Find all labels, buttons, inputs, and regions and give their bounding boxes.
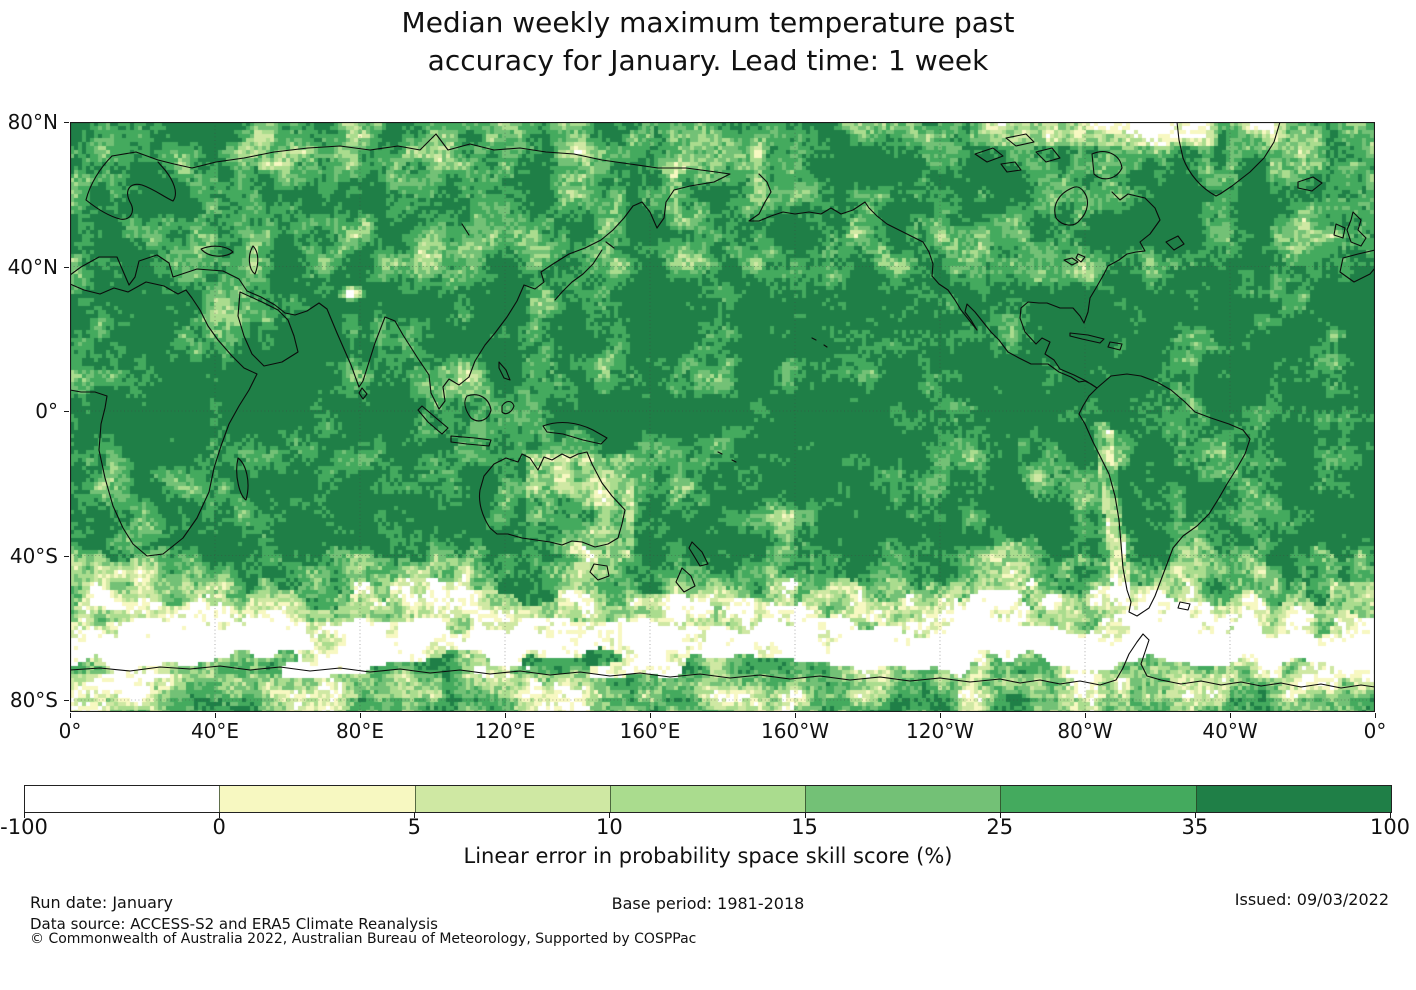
x-tick-mark bbox=[215, 713, 216, 718]
coastline-maritime-continent bbox=[417, 361, 608, 447]
colorbar-tick-mark bbox=[24, 812, 25, 818]
x-tick-label: 0° bbox=[58, 719, 82, 743]
coastline-japan bbox=[554, 241, 615, 301]
x-tick-mark bbox=[1085, 713, 1086, 718]
coastline-eurasia bbox=[70, 133, 731, 410]
colorbar-segment bbox=[609, 786, 806, 812]
footer-issued: Issued: 09/03/2022 bbox=[1234, 890, 1389, 909]
coastline-south-america bbox=[1078, 373, 1251, 617]
footer-run-date: Run date: January bbox=[30, 893, 173, 912]
y-tick-label: 40°S bbox=[9, 543, 58, 568]
colorbar-segment bbox=[219, 786, 415, 812]
coastline-arctic-islands-greenland bbox=[974, 122, 1281, 197]
coastline-scandinavia bbox=[85, 155, 176, 220]
colorbar-tick-mark bbox=[1390, 812, 1391, 818]
x-tick-mark bbox=[70, 713, 71, 718]
coastline-australia-nz bbox=[478, 451, 709, 593]
colorbar-segment bbox=[25, 786, 220, 812]
y-tick-label: 80°S bbox=[9, 688, 58, 712]
colorbar-segment bbox=[414, 786, 610, 812]
map-axes bbox=[70, 122, 1375, 712]
footer-copyright: © Commonwealth of Australia 2022, Austra… bbox=[30, 931, 697, 947]
colorbar-tick-label: 15 bbox=[791, 815, 818, 839]
coastline-africa bbox=[70, 281, 368, 557]
x-tick-label: 120°W bbox=[906, 719, 974, 743]
y-tick-mark bbox=[64, 411, 69, 412]
colorbar-label: Linear error in probability space skill … bbox=[463, 844, 953, 868]
graticule-gridlines bbox=[70, 122, 1375, 712]
x-tick-mark bbox=[795, 713, 796, 718]
x-tick-mark bbox=[1230, 713, 1231, 718]
colorbar-segment bbox=[1195, 786, 1391, 812]
x-tick-label: 40°W bbox=[1202, 719, 1258, 743]
colorbar-tick-label: 100 bbox=[1369, 815, 1411, 839]
figure-title: Median weekly maximum temperature past a… bbox=[0, 4, 1416, 80]
map-raster-canvas bbox=[70, 122, 1375, 712]
colorbar-tick-label: 10 bbox=[596, 815, 623, 839]
coastline-uk-ireland-iceland-iberia bbox=[1297, 176, 1375, 283]
x-tick-label: 160°W bbox=[761, 719, 829, 743]
colorbar-tick-label: -100 bbox=[0, 815, 48, 839]
y-tick-mark bbox=[64, 266, 69, 268]
y-tick-mark bbox=[64, 122, 69, 123]
map-overlay-svg bbox=[70, 122, 1375, 712]
x-tick-label: 120°E bbox=[474, 719, 536, 743]
footer-data-source: Data source: ACCESS-S2 and ERA5 Climate … bbox=[30, 915, 438, 933]
footer-base-period: Base period: 1981-2018 bbox=[611, 894, 805, 913]
colorbar-tick-label: 5 bbox=[407, 815, 421, 839]
colorbar-tick-mark bbox=[999, 812, 1001, 818]
x-tick-label: 160°E bbox=[619, 719, 681, 743]
x-tick-mark bbox=[360, 713, 361, 718]
title-line-1: Median weekly maximum temperature past bbox=[401, 6, 1015, 39]
coastline-antarctica bbox=[70, 633, 1375, 689]
colorbar-tick-mark bbox=[609, 812, 611, 818]
x-tick-mark bbox=[650, 713, 651, 718]
x-tick-label: 0° bbox=[1363, 719, 1387, 743]
x-tick-mark bbox=[505, 713, 506, 718]
coastline-inland-seas bbox=[200, 223, 828, 463]
colorbar-segment bbox=[1000, 786, 1196, 812]
colorbar bbox=[24, 785, 1392, 813]
x-tick-label: 40°E bbox=[190, 719, 240, 743]
coastline-north-america bbox=[748, 173, 1185, 389]
colorbar-tick-mark bbox=[414, 812, 416, 818]
x-tick-mark bbox=[940, 713, 941, 718]
y-tick-label: 80°N bbox=[7, 110, 58, 134]
colorbar-segment bbox=[805, 786, 1001, 812]
y-tick-mark bbox=[64, 700, 69, 701]
y-tick-label: 0° bbox=[35, 399, 58, 423]
x-tick-mark bbox=[1375, 713, 1376, 718]
colorbar-tick-mark bbox=[219, 812, 221, 818]
y-tick-mark bbox=[64, 555, 69, 557]
map-border bbox=[70, 122, 1375, 712]
colorbar-tick-label: 0 bbox=[212, 815, 226, 839]
colorbar-tick-label: 35 bbox=[1181, 815, 1209, 839]
colorbar-tick-mark bbox=[804, 812, 806, 818]
x-tick-label: 80°E bbox=[335, 719, 385, 743]
title-line-2: accuracy for January. Lead time: 1 week bbox=[427, 44, 989, 77]
colorbar-tick-mark bbox=[1194, 812, 1196, 818]
x-tick-label: 80°W bbox=[1057, 719, 1113, 743]
colorbar-tick-label: 25 bbox=[986, 815, 1014, 839]
y-tick-label: 40°N bbox=[7, 254, 58, 279]
